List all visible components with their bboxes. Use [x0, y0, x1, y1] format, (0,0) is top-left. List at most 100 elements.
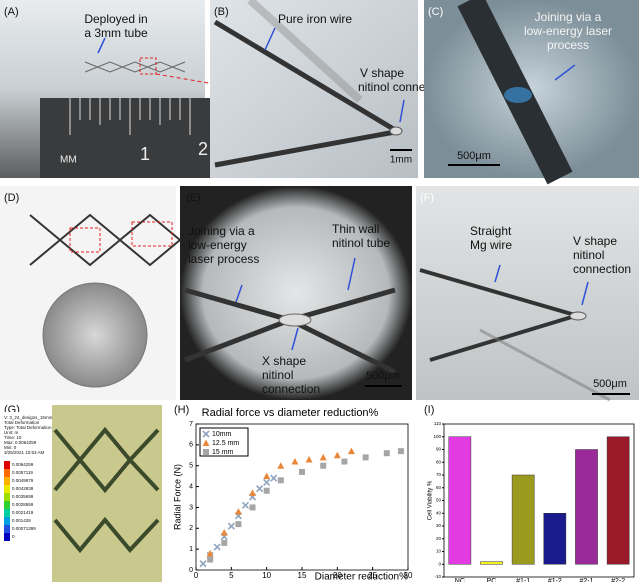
- y-tick-label: 80: [436, 459, 442, 464]
- panel-label: (I): [424, 404, 434, 416]
- y-tick-label: 0: [189, 567, 193, 574]
- x-tick-label: #2-1: [579, 578, 593, 582]
- annotation: connection: [262, 382, 320, 396]
- x-tick-label: 15: [298, 571, 307, 580]
- legend-value: 0.00071399: [12, 526, 36, 531]
- y-tick-label: 70: [436, 472, 442, 477]
- x-tick-label: 5: [229, 571, 234, 580]
- bar: [575, 450, 597, 565]
- panel-label: (D): [4, 192, 19, 204]
- annotation: Thin wall: [332, 222, 379, 236]
- chart-title: Radial force vs diameter reduction%: [202, 407, 379, 419]
- y-tick-label: 6: [189, 442, 193, 449]
- y-axis-label: Cell Viability %: [428, 480, 434, 520]
- chart-h: (H) Radial force vs diameter reduction% 0…: [172, 404, 413, 582]
- color-swatch: [4, 485, 10, 493]
- point: [341, 459, 347, 465]
- photo: [416, 186, 639, 400]
- annotation: laser process: [188, 252, 259, 266]
- color-swatch: [4, 525, 10, 533]
- panel-d: (D): [0, 186, 180, 400]
- color-swatch: [4, 493, 10, 501]
- panel-label: (F): [420, 192, 434, 204]
- annotation: Joining via a: [188, 224, 255, 238]
- scale-bar: 500μm: [593, 378, 627, 390]
- color-swatch: [4, 517, 10, 525]
- legend-label: 12.5 mm: [212, 440, 239, 447]
- scale-bar: 1mm: [390, 155, 412, 166]
- annotation: a 3mm tube: [84, 26, 148, 40]
- point: [221, 540, 227, 546]
- legend-value: 0.0057119: [12, 470, 33, 475]
- bar: [512, 475, 534, 564]
- annotation: low-energy laser: [524, 24, 612, 38]
- annotation: Mg wire: [470, 238, 512, 252]
- annotation: Joining via a: [535, 10, 602, 24]
- plot-area: [444, 424, 634, 577]
- annotation: X shape: [262, 354, 306, 368]
- annotation: nitinol tube: [332, 236, 390, 250]
- annotation: Straight: [470, 224, 512, 238]
- y-tick-label: 0: [438, 561, 441, 566]
- panel-b: (B) Pure iron wire V shape nitinol conne…: [210, 0, 451, 178]
- y-tick-label: 10: [436, 549, 442, 554]
- coin: [43, 283, 147, 387]
- color-swatch: [4, 501, 10, 509]
- y-tick-label: 3: [189, 504, 193, 511]
- x-tick-label: 10: [262, 571, 271, 580]
- y-tick-label: 2: [189, 525, 193, 532]
- point: [264, 488, 270, 494]
- x-axis-label: Diameter reduction%: [315, 572, 408, 582]
- annotation: Pure iron wire: [278, 12, 352, 26]
- annotation: nitinol: [573, 248, 604, 262]
- y-tick-label: 40: [436, 510, 442, 515]
- color-swatch: [4, 477, 10, 485]
- y-tick-label: 20: [436, 536, 442, 541]
- annotation: Deployed in: [84, 12, 147, 26]
- scale-bar: 500μm: [366, 370, 400, 382]
- scale-bar: 500μm: [457, 150, 491, 162]
- panel-label: (E): [186, 192, 201, 204]
- bar: [480, 562, 502, 565]
- annotation: connection: [573, 262, 631, 276]
- color-swatch: [4, 509, 10, 517]
- panel-label: (C): [428, 6, 443, 18]
- panel-label: (B): [214, 6, 229, 18]
- color-swatch: [4, 461, 10, 469]
- y-tick-label: 60: [436, 485, 442, 490]
- y-tick-label: 100: [433, 434, 441, 439]
- legend-label: 15 mm: [212, 449, 234, 456]
- point: [203, 449, 209, 455]
- annotation: process: [547, 38, 589, 52]
- color-swatch: [4, 533, 10, 541]
- ruler-text: 2: [198, 139, 208, 159]
- ruler: [40, 98, 210, 178]
- point: [250, 504, 256, 510]
- panel-label: (A): [4, 6, 19, 18]
- y-tick-label: 1: [189, 546, 193, 553]
- legend-value: 0.0028559: [12, 502, 34, 507]
- figure: (A) Deployed in a 3mm tube MM 1 2 (B) Pu…: [0, 0, 639, 582]
- y-tick-label: 5: [189, 463, 193, 470]
- point: [235, 521, 241, 527]
- x-tick-label: 0: [194, 571, 199, 580]
- panel-c: (C) Joining via a low-energy laser proce…: [424, 0, 639, 178]
- point: [278, 477, 284, 483]
- y-tick-label: 30: [436, 523, 442, 528]
- panel-label: (H): [174, 404, 189, 416]
- y-tick-label: 90: [436, 447, 442, 452]
- x-tick-label: #1-1: [516, 578, 530, 582]
- point: [384, 450, 390, 456]
- point: [398, 448, 404, 454]
- annotation: V shape: [573, 234, 617, 248]
- bar: [544, 513, 566, 564]
- y-tick-label: 110: [434, 421, 442, 426]
- point: [363, 454, 369, 460]
- legend-text: 3/25/2021 10:53 AM: [4, 450, 45, 455]
- x-tick-label: NC: [455, 578, 465, 582]
- bar: [607, 437, 629, 565]
- annotation: nitinol: [262, 368, 293, 382]
- y-tick-label: 4: [189, 483, 193, 490]
- legend-value: 0.0035699: [12, 494, 34, 499]
- ruler-text: MM: [60, 155, 77, 166]
